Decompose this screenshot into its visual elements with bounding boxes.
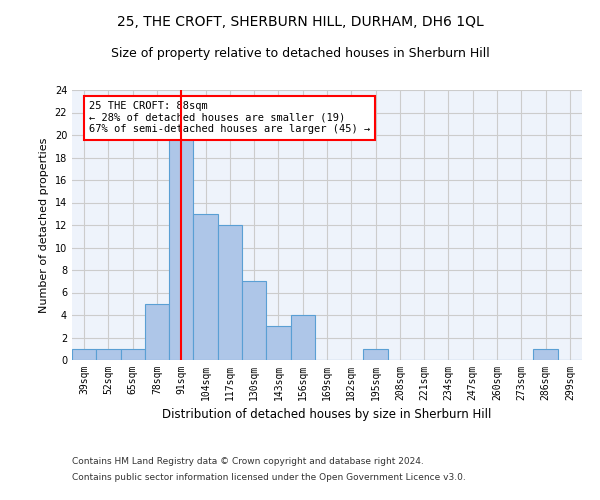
Bar bbox=[242, 281, 266, 360]
Y-axis label: Number of detached properties: Number of detached properties bbox=[39, 138, 49, 312]
Bar bbox=[96, 349, 121, 360]
Text: Size of property relative to detached houses in Sherburn Hill: Size of property relative to detached ho… bbox=[110, 48, 490, 60]
Bar bbox=[121, 349, 145, 360]
Bar bbox=[169, 135, 193, 360]
X-axis label: Distribution of detached houses by size in Sherburn Hill: Distribution of detached houses by size … bbox=[163, 408, 491, 422]
Text: Contains public sector information licensed under the Open Government Licence v3: Contains public sector information licen… bbox=[72, 472, 466, 482]
Bar bbox=[145, 304, 169, 360]
Text: 25, THE CROFT, SHERBURN HILL, DURHAM, DH6 1QL: 25, THE CROFT, SHERBURN HILL, DURHAM, DH… bbox=[116, 15, 484, 29]
Bar bbox=[72, 349, 96, 360]
Bar bbox=[266, 326, 290, 360]
Bar bbox=[193, 214, 218, 360]
Text: Contains HM Land Registry data © Crown copyright and database right 2024.: Contains HM Land Registry data © Crown c… bbox=[72, 458, 424, 466]
Bar bbox=[218, 225, 242, 360]
Bar bbox=[290, 315, 315, 360]
Text: 25 THE CROFT: 88sqm
← 28% of detached houses are smaller (19)
67% of semi-detach: 25 THE CROFT: 88sqm ← 28% of detached ho… bbox=[89, 101, 370, 134]
Bar bbox=[364, 349, 388, 360]
Bar bbox=[533, 349, 558, 360]
